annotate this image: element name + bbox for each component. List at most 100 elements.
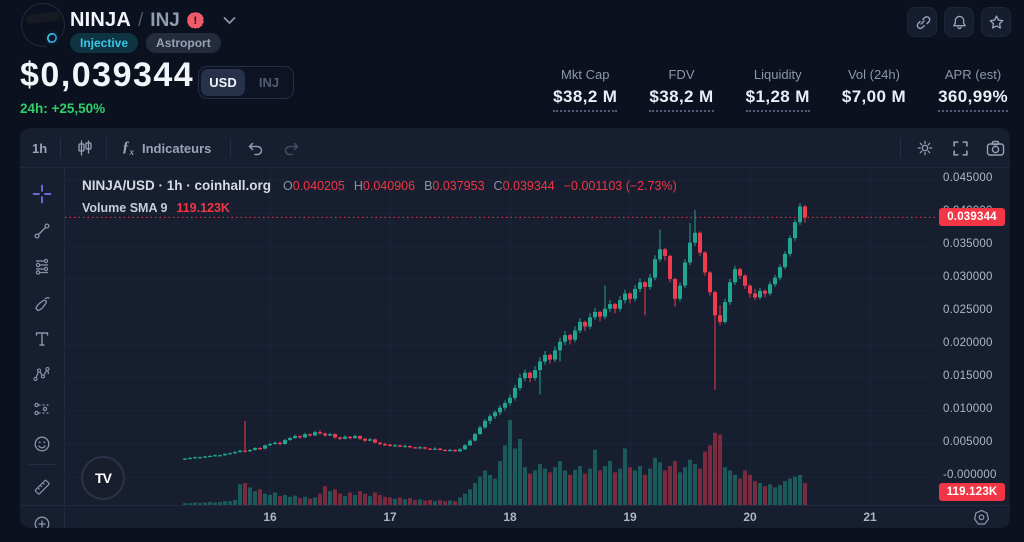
measure-tool[interactable] [26, 472, 58, 502]
stat-apr: APR (est) 360,99% [938, 67, 1008, 112]
chart-legend: NINJA/USD · 1h · coinhall.org O0.040205 … [82, 178, 677, 193]
pair-badges: Injective Astroport [70, 33, 221, 53]
link-icon [916, 15, 930, 29]
stat-mkt-cap: Mkt Cap $38,2 M [553, 67, 618, 112]
legend-high: H0.040906 [353, 179, 416, 193]
ruler-icon [34, 479, 50, 495]
text-tool[interactable] [26, 324, 58, 354]
alerts-button[interactable] [944, 7, 974, 37]
current-price: $0,039344 [20, 56, 195, 94]
trend-line-icon [34, 223, 50, 239]
time-axis[interactable]: 16 17 18 19 20 21 [20, 505, 1010, 528]
screenshot-button[interactable] [986, 128, 1005, 168]
fib-lines-tool[interactable] [26, 251, 58, 281]
pair-title: NINJA / INJ ! [70, 9, 236, 32]
quote-token-name: INJ [150, 9, 180, 31]
text-icon [35, 332, 49, 346]
undo-button[interactable] [246, 128, 265, 168]
candles-icon [78, 140, 92, 156]
time-tick-label: 17 [383, 510, 397, 524]
pair-separator: / [138, 9, 144, 31]
time-tick-label: 16 [263, 510, 277, 524]
time-tick-label: 18 [503, 510, 517, 524]
brush-tool[interactable] [26, 288, 58, 318]
fx-icon: ƒx [122, 139, 134, 157]
price-tick-label: 0.020000 [943, 337, 993, 349]
zoom-in-icon [34, 516, 50, 528]
xabcd-pattern-tool[interactable] [26, 359, 58, 389]
price-chart-canvas[interactable]: NINJA/USD · 1h · coinhall.org O0.040205 … [65, 168, 935, 505]
candle-style-button[interactable] [76, 128, 94, 168]
candlestick-chart[interactable] [65, 168, 935, 505]
drawing-tools-sidebar [20, 168, 65, 528]
fullscreen-icon [953, 140, 968, 156]
projection-tool[interactable] [26, 394, 58, 424]
price-tick-label: 0.025000 [943, 304, 993, 316]
camera-icon [986, 140, 1005, 156]
indicators-button[interactable]: ƒx Indicateurs [122, 139, 212, 157]
currency-toggle-usd[interactable]: USD [201, 69, 245, 96]
legend-close: C0.039344 [493, 179, 555, 193]
crosshair-icon [32, 184, 52, 204]
legend-open: O0.040205 [283, 179, 345, 193]
bell-icon [952, 15, 966, 29]
currency-toggle-inj[interactable]: INJ [258, 75, 280, 90]
price-tick-label: 0.010000 [943, 403, 993, 415]
base-token-name: NINJA [70, 9, 132, 31]
stat-liquidity: Liquidity $1,28 M [745, 67, 810, 112]
time-tick-label: 20 [743, 510, 757, 524]
legend-low: B0.037953 [424, 179, 485, 193]
smiley-icon [34, 436, 50, 452]
price-tick-label: 0.030000 [943, 271, 993, 283]
volume-legend: Volume SMA 9 119.123K [82, 201, 230, 215]
dex-badge-astroport[interactable]: Astroport [146, 33, 221, 53]
fullscreen-button[interactable] [952, 128, 969, 168]
zoom-in-tool[interactable] [26, 509, 58, 528]
warning-badge-icon[interactable]: ! [186, 12, 204, 29]
chart-panel: 1h ƒx Indicateurs [20, 128, 1010, 528]
chain-badge-injective[interactable]: Injective [70, 33, 139, 53]
star-icon [989, 14, 1003, 29]
axis-settings-icon[interactable] [973, 509, 990, 528]
gear-icon [917, 140, 933, 156]
crosshair-tool[interactable] [26, 179, 58, 209]
xabcd-icon [33, 366, 50, 382]
current-volume-label: 119.123K [939, 483, 1005, 501]
time-tick-label: 21 [863, 510, 877, 524]
price-tick-label: 0.045000 [943, 172, 993, 184]
favorite-button[interactable] [981, 7, 1011, 37]
volume-legend-value: 119.123K [176, 201, 230, 215]
horizontal-lines-icon [35, 258, 49, 275]
trend-line-tool[interactable] [26, 216, 58, 246]
injective-chain-logo-icon [42, 28, 62, 48]
forecast-lines-icon [34, 402, 49, 416]
chart-toolbar: 1h ƒx Indicateurs [20, 128, 1010, 168]
timeframe-button[interactable]: 1h [32, 140, 48, 156]
stat-fdv: FDV $38,2 M [649, 67, 714, 112]
chart-settings-button[interactable] [916, 128, 934, 168]
tradingview-logo[interactable]: TV [81, 456, 125, 500]
currency-toggle: USD INJ [198, 66, 294, 99]
price-tick-label: 0.015000 [943, 370, 993, 382]
token-stats: Mkt Cap $38,2 M FDV $38,2 M Liquidity $1… [553, 67, 1008, 112]
price-tick-label: 0.005000 [943, 436, 993, 448]
emoji-tool[interactable] [26, 429, 58, 459]
legend-title: NINJA/USD · 1h · coinhall.org [82, 178, 272, 193]
brush-icon [35, 296, 50, 312]
current-price-label: 0.039344 [939, 208, 1005, 227]
stat-volume-24h: Vol (24h) $7,00 M [841, 67, 907, 106]
price-tick-label: 0.035000 [943, 238, 993, 250]
share-link-button[interactable] [907, 7, 937, 37]
header-actions [907, 7, 1011, 37]
redo-arrow-icon [284, 142, 299, 156]
redo-button[interactable] [282, 128, 301, 168]
price-tick-label: -0.000000 [943, 469, 997, 481]
change-24h: 24h: +25,50% [20, 101, 106, 116]
time-tick-label: 19 [623, 510, 637, 524]
pair-selector-chevron-icon[interactable] [223, 16, 236, 25]
volume-legend-label: Volume SMA 9 [82, 201, 168, 215]
undo-arrow-icon [248, 142, 263, 156]
price-axis[interactable]: -0.000000 0.005000 0.010000 0.015000 0.02000… [935, 168, 1010, 505]
legend-change: −0.001103 (−2.73%) [563, 179, 677, 193]
